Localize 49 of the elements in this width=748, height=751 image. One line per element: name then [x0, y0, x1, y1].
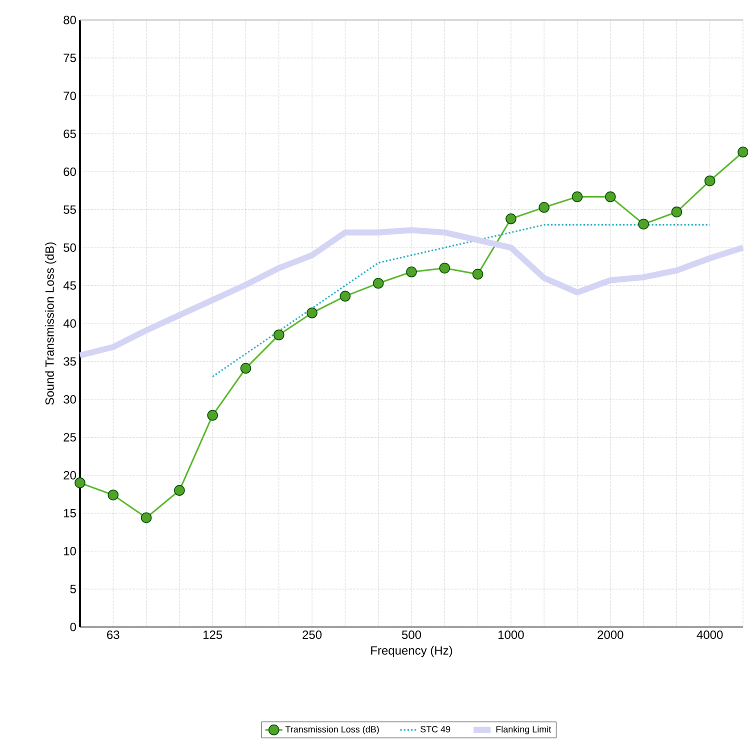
y-axis-title: Sound Transmission Loss (dB)	[45, 242, 56, 405]
y-tick-label: 35	[64, 357, 76, 366]
y-tick-label: 75	[64, 54, 76, 62]
legend-label: Transmission Loss (dB)	[285, 726, 379, 734]
y-tick-label: 25	[64, 433, 76, 442]
point	[671, 206, 682, 218]
y-tick-label: 40	[63, 319, 76, 328]
point	[174, 485, 185, 496]
legend-label: Flanking Limit	[496, 726, 552, 734]
y-tick-label: 20	[64, 471, 76, 480]
y-tick-label: 60	[64, 168, 76, 176]
y-tick-label: 50	[64, 243, 76, 252]
point	[74, 477, 86, 488]
point	[638, 218, 649, 230]
y-tick-label: 65	[64, 130, 76, 138]
point	[472, 268, 484, 280]
point	[538, 202, 550, 213]
y-tick-label: 70	[64, 92, 76, 100]
point	[108, 490, 119, 500]
x-tick-label: 1000	[498, 630, 524, 640]
point	[372, 278, 384, 289]
point	[572, 191, 583, 202]
point	[207, 410, 218, 421]
x-tick-label: 63	[107, 630, 120, 640]
y-tick-label: 10	[64, 546, 76, 556]
point	[306, 307, 318, 318]
point	[406, 266, 417, 278]
point	[704, 175, 716, 186]
y-tick-label: 5	[70, 584, 76, 594]
x-axis-title: Frequency (Hz)	[371, 646, 452, 658]
x-tick-label: 125	[203, 630, 222, 640]
legend-label: STC 49	[420, 726, 450, 732]
point	[506, 213, 516, 224]
x-tick-label: 250	[302, 630, 322, 640]
y-tick-label: 45	[63, 281, 76, 290]
y-tick-label: 15	[64, 509, 76, 518]
point	[439, 262, 450, 274]
x-tick-label: 4000	[696, 630, 723, 640]
point	[240, 362, 252, 374]
y-tick-label: 30	[64, 395, 76, 404]
y-tick-label: 55	[64, 206, 76, 214]
x-tick-label: 500	[402, 630, 422, 640]
y-tick-label: 80	[64, 16, 76, 24]
point	[140, 512, 152, 524]
point	[605, 191, 616, 202]
point	[274, 329, 284, 340]
point	[340, 290, 351, 302]
y-tick-label: 0	[70, 622, 76, 632]
x-tick-label: 2000	[598, 630, 624, 640]
